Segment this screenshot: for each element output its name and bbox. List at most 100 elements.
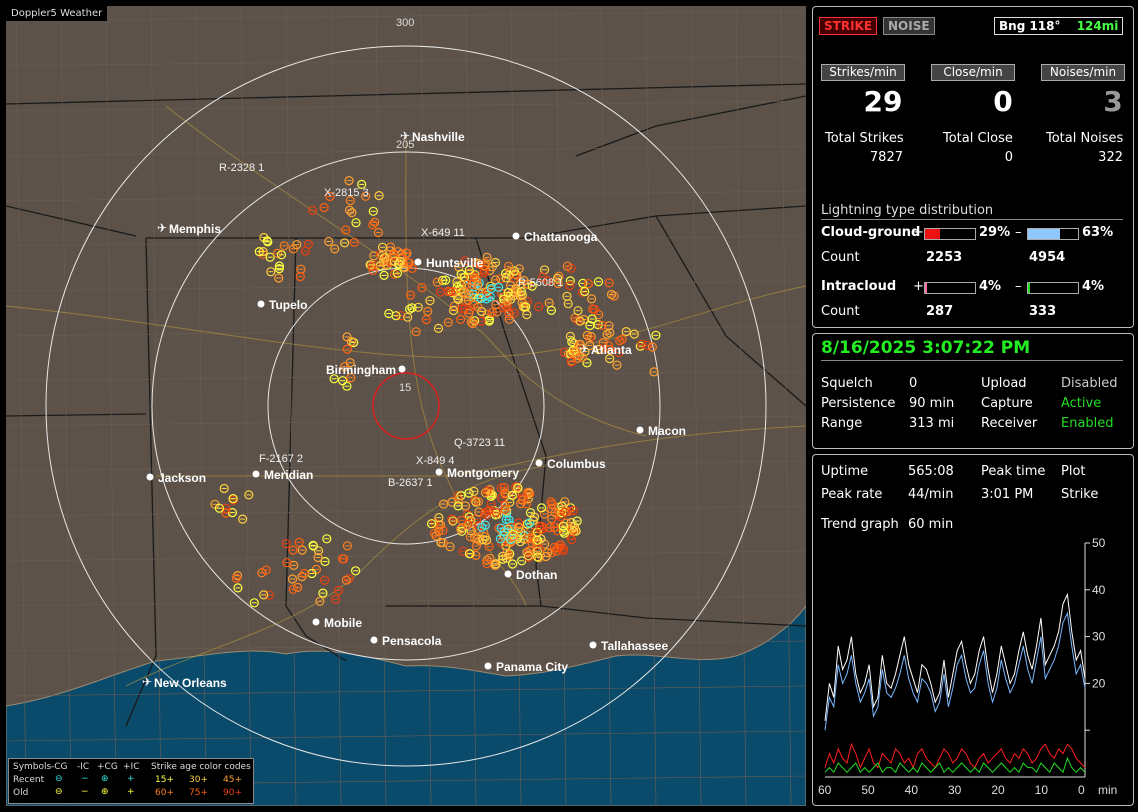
- strike-symbol: [457, 515, 467, 525]
- info-cell: 90 min: [909, 396, 955, 411]
- strike-symbol: [434, 513, 444, 523]
- storm-cell-tag: X-649 11: [421, 227, 465, 239]
- strike-symbol: [465, 532, 475, 542]
- intracloud-minus: –: [1015, 279, 1022, 294]
- intracloud-label: Intracloud: [821, 279, 897, 294]
- strike-symbol: [568, 506, 579, 516]
- strike-symbol: [533, 552, 543, 562]
- strike-button[interactable]: STRIKE: [819, 17, 878, 35]
- county-line: [6, 640, 806, 652]
- strike-symbol: [501, 273, 511, 283]
- strike-symbol: [496, 523, 506, 533]
- strike-symbol: [494, 282, 504, 292]
- cloud-ground-pos-pct: 29%: [979, 225, 1011, 240]
- strike-symbol: [329, 374, 339, 384]
- legend-recent-ic-neg-icon: −: [81, 774, 89, 784]
- strike-symbol: [553, 278, 563, 289]
- strike-symbol: [577, 352, 587, 362]
- county-line: [735, 6, 747, 806]
- peak-rate-label: Peak rate: [821, 487, 883, 502]
- strike-symbol: [560, 507, 570, 517]
- strike-symbol: [482, 555, 492, 565]
- strike-symbol: [503, 287, 513, 298]
- strike-symbol: [570, 347, 581, 357]
- city-label: Jackson: [158, 471, 206, 485]
- strike-symbol: [649, 367, 659, 377]
- strike-symbol: [340, 362, 350, 372]
- strike-symbol: [518, 493, 528, 503]
- plot-value[interactable]: Strike: [1061, 487, 1099, 502]
- strike-symbol: [515, 523, 525, 533]
- strike-symbol: [293, 582, 303, 593]
- cloud-ground-neg-count: 4954: [1029, 250, 1066, 265]
- city-dot: [484, 662, 492, 670]
- total-strikes-label: Total Strikes: [825, 131, 904, 146]
- noise-button[interactable]: NOISE: [883, 17, 935, 35]
- cloud-ground-neg-bar: [1027, 228, 1079, 240]
- strike-symbol: [524, 518, 535, 528]
- storm-cell-tag: F-2167 2: [259, 453, 303, 465]
- strike-symbol: [554, 271, 564, 281]
- strike-symbol: [629, 329, 639, 339]
- strike-symbol: [536, 525, 546, 535]
- city-label: Birmingham: [326, 363, 396, 377]
- strike-symbol: [590, 304, 600, 314]
- strike-symbol: [515, 537, 525, 547]
- strike-symbol: [575, 339, 585, 349]
- strike-symbol: [308, 205, 318, 215]
- state-border: [475, 237, 547, 607]
- strike-symbol: [635, 341, 646, 351]
- strike-symbol: [276, 250, 287, 260]
- strike-symbol: [318, 588, 328, 598]
- strike-symbol: [417, 283, 427, 293]
- trend-graph-value[interactable]: 60 min: [908, 517, 954, 532]
- noises-per-min-value: 3: [1103, 85, 1123, 118]
- intracloud-neg-count: 333: [1029, 304, 1057, 319]
- strike-symbol: [507, 536, 517, 546]
- state-border: [575, 95, 806, 157]
- state-border: [655, 215, 806, 407]
- legend-type-cg-pos: +CG: [97, 762, 118, 772]
- strike-symbol: [585, 333, 595, 343]
- close-per-min-value: 0: [993, 85, 1013, 118]
- info-cell: Capture: [981, 396, 1033, 411]
- strike-symbol: [464, 289, 474, 299]
- strike-symbol: [605, 344, 615, 355]
- city-dot: [252, 470, 260, 478]
- county-line: [15, 6, 27, 806]
- strike-symbol: [443, 317, 453, 327]
- county-line: [6, 100, 806, 112]
- city-label: Atlanta: [591, 343, 632, 357]
- strike-symbol: [484, 505, 494, 515]
- x-tick-label: 0: [1078, 783, 1085, 797]
- total-noises-label: Total Noises: [1046, 131, 1124, 146]
- strike-symbol: [473, 280, 483, 290]
- strike-symbol: [587, 314, 597, 324]
- strike-symbol: [593, 344, 604, 355]
- strike-symbol: [380, 259, 391, 269]
- strike-symbol: [532, 546, 543, 556]
- strike-symbol: [427, 519, 437, 529]
- strike-symbol: [509, 266, 519, 276]
- strike-symbol: [615, 336, 625, 346]
- system-info-panel: 8/16/2025 3:07:22 PM Squelch 0 Upload Disab…: [812, 333, 1134, 449]
- strike-symbol: [481, 535, 492, 545]
- strike-symbol: [487, 307, 497, 317]
- strike-symbol: [342, 541, 352, 551]
- strike-symbol: [586, 331, 596, 342]
- strike-symbol: [292, 240, 302, 250]
- intracloud-neg-bar: [1027, 282, 1079, 294]
- map-canvas[interactable]: 300 205 15 R-2328 1 X-2815 3 X-649 11 R-5608 1…: [6, 6, 806, 806]
- strike-symbol: [637, 339, 647, 349]
- state-border: [146, 205, 806, 239]
- strike-symbol: [463, 295, 473, 305]
- strike-symbol: [257, 568, 267, 578]
- strike-symbol: [370, 217, 380, 227]
- strike-symbol: [476, 293, 486, 303]
- lightning-map[interactable]: 300 205 15 R-2328 1 X-2815 3 X-649 11 R-5608 1…: [6, 6, 806, 806]
- highway: [165, 105, 647, 437]
- strike-symbol: [558, 521, 568, 531]
- storm-cell-tag: R-2328 1: [219, 162, 264, 174]
- highway: [405, 135, 527, 607]
- strike-symbol: [504, 261, 514, 271]
